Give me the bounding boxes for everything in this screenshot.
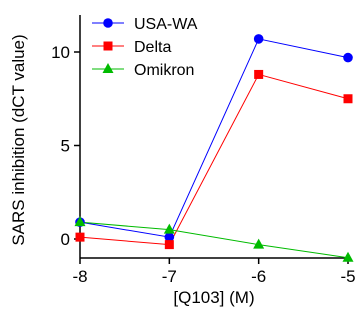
y-ticks: 0 5 10: [51, 43, 80, 249]
x-ticks: -8 -7 -6 -5: [72, 258, 355, 286]
series-line-delta: [79, 73, 349, 246]
series-line-usa-wa: [79, 38, 349, 238]
x-tick-label: -5: [340, 267, 355, 286]
data-point-usa-wa: [164, 232, 175, 242]
legend: USA-WA Delta Omikron: [92, 16, 198, 79]
legend-label-delta: Delta: [134, 39, 171, 56]
x-axis-label: [Q103] (M): [173, 288, 254, 307]
x-tick-label: -7: [162, 267, 177, 286]
legend-marker-omikron: [102, 63, 114, 73]
legend-label-usa-wa: USA-WA: [134, 16, 198, 33]
data-point-usa-wa: [253, 34, 264, 44]
series-markers: [74, 34, 354, 262]
legend-marker-usa-wa: [103, 18, 113, 28]
y-tick-label: 5: [61, 137, 70, 156]
data-point-omikron: [74, 216, 86, 227]
data-point-omikron: [163, 223, 175, 234]
data-point-delta: [164, 240, 174, 250]
x-tick-label: -8: [72, 267, 87, 286]
data-point-omikron: [253, 238, 265, 249]
data-point-delta: [75, 232, 85, 242]
series-line-omikron: [79, 221, 349, 259]
data-point-usa-wa: [343, 52, 353, 63]
data-point-delta: [343, 94, 353, 104]
series-lines: [79, 38, 349, 259]
legend-marker-delta: [103, 41, 113, 51]
y-axis-label: SARS inhibition (dCT value): [9, 34, 28, 245]
data-point-delta: [254, 69, 264, 79]
axes: [79, 15, 348, 259]
y-tick-label: 0: [61, 230, 70, 249]
legend-label-omikron: Omikron: [134, 62, 194, 79]
x-tick-label: -6: [251, 267, 266, 286]
data-point-omikron: [342, 251, 354, 262]
y-tick-label: 10: [51, 43, 70, 62]
